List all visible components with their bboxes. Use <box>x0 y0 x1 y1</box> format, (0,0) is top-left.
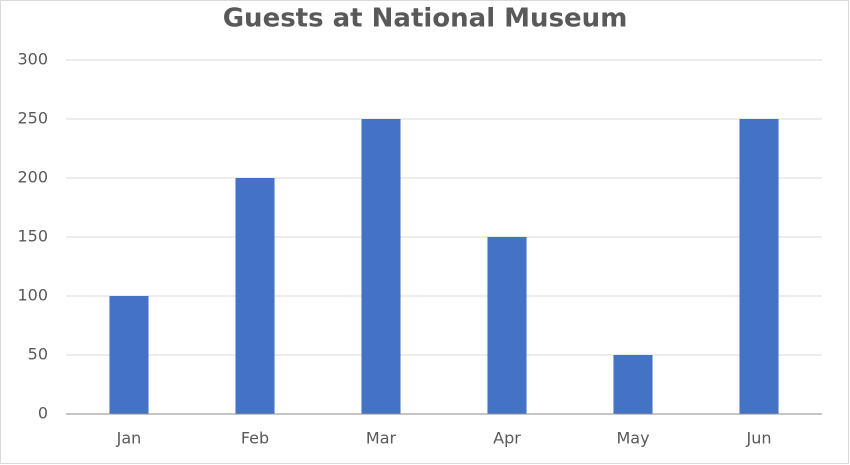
y-tick-label: 150 <box>17 227 48 246</box>
x-tick-label: Mar <box>366 429 397 448</box>
x-tick-label: Apr <box>493 429 521 448</box>
y-tick-label: 50 <box>28 345 48 364</box>
y-tick-label: 0 <box>38 404 48 423</box>
y-tick-label: 100 <box>17 286 48 305</box>
x-tick-label: May <box>616 429 649 448</box>
y-tick-label: 300 <box>17 50 48 69</box>
bar <box>613 355 653 414</box>
y-tick-label: 250 <box>17 109 48 128</box>
bar <box>109 296 149 414</box>
x-tick-label: Feb <box>241 429 269 448</box>
x-tick-label: Jan <box>116 429 142 448</box>
y-tick-label: 200 <box>17 168 48 187</box>
bar <box>487 237 527 414</box>
bar <box>235 178 275 414</box>
bar <box>361 119 401 414</box>
chart-title: Guests at National Museum <box>223 4 628 34</box>
bar <box>739 119 779 414</box>
x-tick-label: Jun <box>746 429 772 448</box>
